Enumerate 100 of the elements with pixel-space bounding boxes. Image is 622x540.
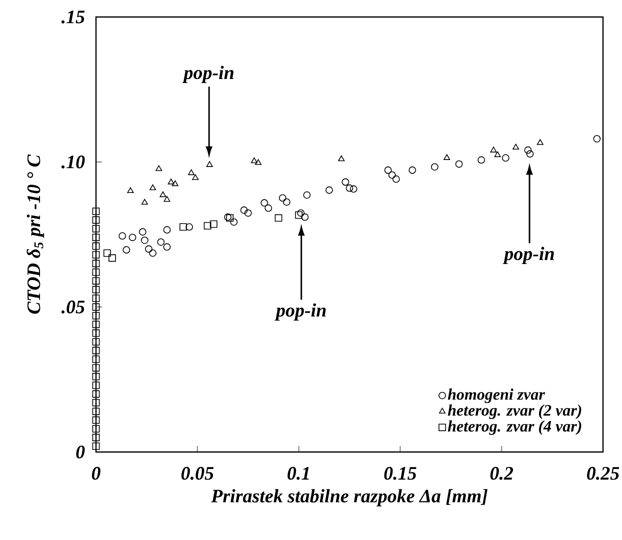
point xyxy=(342,178,350,186)
point xyxy=(92,268,100,276)
point xyxy=(92,390,100,398)
point xyxy=(103,249,111,257)
point xyxy=(92,320,100,328)
point xyxy=(192,174,199,180)
point xyxy=(224,213,232,221)
x-tick-label: 0.05 xyxy=(181,466,214,480)
point xyxy=(156,165,162,172)
point xyxy=(295,211,302,219)
point xyxy=(92,399,100,406)
point xyxy=(128,234,136,242)
point xyxy=(204,222,212,230)
legend-label: heterog. zvar (2 var) xyxy=(448,404,582,419)
point xyxy=(172,180,178,186)
point xyxy=(92,329,100,337)
point xyxy=(254,159,262,165)
y-tick-label: .05 xyxy=(61,300,85,314)
y-tick-label: 0 xyxy=(76,446,85,458)
point xyxy=(92,434,100,442)
point xyxy=(92,303,100,311)
point xyxy=(206,161,213,167)
point xyxy=(490,146,497,152)
point xyxy=(430,163,438,171)
point xyxy=(92,294,100,302)
legend-label: heterog. zvar (4 var) xyxy=(448,420,582,435)
point xyxy=(122,246,130,254)
point xyxy=(92,338,100,346)
point xyxy=(163,226,171,234)
point xyxy=(92,225,100,232)
point xyxy=(163,243,171,251)
x-axis-title: Prirastek stabilne razpoke Δa [mm] xyxy=(211,489,488,506)
point xyxy=(512,144,520,150)
point xyxy=(274,214,282,222)
point xyxy=(282,198,290,206)
legend-label: homogeni zvar xyxy=(448,388,546,404)
point xyxy=(297,209,305,217)
point xyxy=(593,135,601,142)
point xyxy=(92,416,100,424)
point xyxy=(118,232,126,240)
point xyxy=(164,196,170,202)
point xyxy=(478,156,486,164)
point xyxy=(149,249,156,257)
point xyxy=(444,154,450,160)
point xyxy=(392,175,400,183)
point xyxy=(301,213,309,221)
point xyxy=(326,186,333,194)
point xyxy=(138,228,146,236)
point xyxy=(92,382,100,389)
point xyxy=(140,236,148,244)
point xyxy=(157,238,165,246)
point xyxy=(278,194,286,202)
point xyxy=(384,166,392,174)
point xyxy=(145,245,152,253)
x-tick-label: 0.1 xyxy=(288,466,309,480)
point xyxy=(455,160,463,168)
point xyxy=(92,216,100,224)
y-tick-label: .15 xyxy=(61,10,85,24)
point xyxy=(244,209,252,217)
point xyxy=(526,150,534,158)
point xyxy=(168,178,174,184)
point xyxy=(92,372,100,380)
point xyxy=(92,260,100,268)
point xyxy=(260,199,268,207)
point xyxy=(92,251,100,258)
point xyxy=(92,442,100,450)
point xyxy=(346,184,354,192)
point xyxy=(92,364,100,372)
point xyxy=(92,408,100,416)
point xyxy=(350,185,358,193)
point xyxy=(92,312,100,320)
point xyxy=(226,214,234,222)
point xyxy=(536,139,544,145)
point xyxy=(388,171,396,179)
point xyxy=(92,346,100,354)
point xyxy=(160,191,166,198)
y-tick-label: .10 xyxy=(61,156,85,168)
point xyxy=(250,157,258,164)
point xyxy=(338,155,345,162)
point xyxy=(127,187,134,194)
x-tick-label: 0.15 xyxy=(384,466,416,480)
x-tick-label: 0.25 xyxy=(587,466,620,480)
point xyxy=(188,169,195,176)
x-tick-label: 0 xyxy=(92,466,100,480)
point xyxy=(92,242,100,250)
point xyxy=(524,146,532,154)
annotation: pop-in xyxy=(274,303,326,321)
point xyxy=(92,286,100,294)
point xyxy=(108,254,116,262)
point xyxy=(180,223,187,231)
point xyxy=(264,204,272,212)
annotation: pop-in xyxy=(182,66,234,83)
point xyxy=(240,206,248,214)
point xyxy=(303,191,311,199)
point xyxy=(150,184,156,190)
x-tick-label: 0.2 xyxy=(490,466,514,480)
point xyxy=(141,198,148,205)
point xyxy=(92,277,100,285)
point xyxy=(230,218,238,226)
point xyxy=(210,220,218,228)
